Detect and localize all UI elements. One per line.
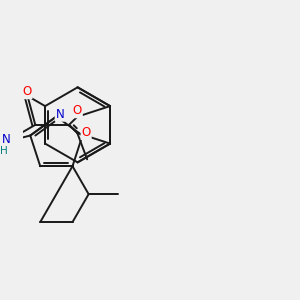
Text: N: N: [56, 108, 64, 121]
Text: N: N: [2, 134, 11, 146]
Text: O: O: [22, 85, 32, 98]
Text: H: H: [0, 146, 8, 156]
Text: O: O: [73, 104, 82, 117]
Text: O: O: [82, 126, 91, 139]
